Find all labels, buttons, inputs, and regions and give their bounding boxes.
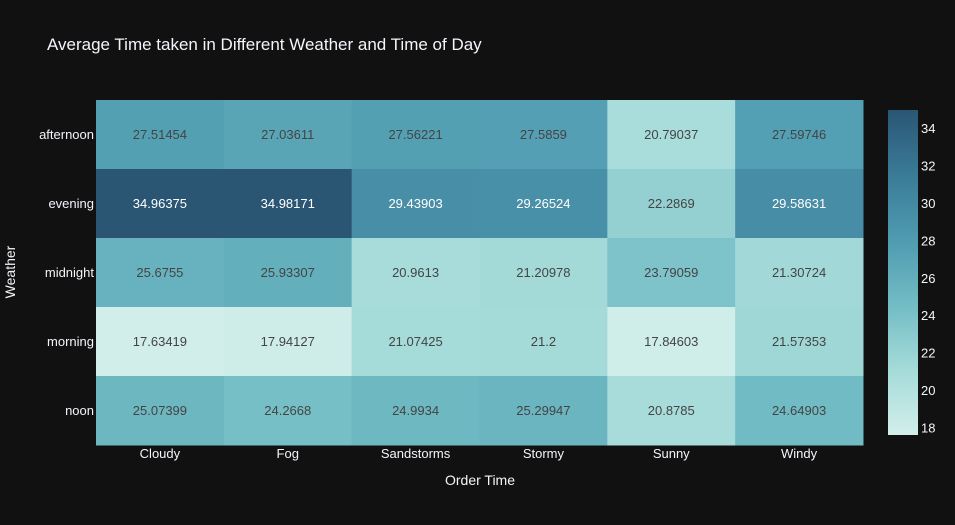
x-tick-label: Sandstorms [381,446,451,461]
cell-value-label: 27.56221 [388,127,442,142]
cell-value-label: 27.59746 [772,127,826,142]
heatmap-cell [479,376,608,446]
heatmap-cell [96,376,225,446]
cell-value-label: 27.03611 [261,127,314,142]
heatmap-cell [735,238,864,308]
heatmap-cell [735,376,864,446]
x-tick-label: Windy [781,446,818,461]
heatmap-cell [96,100,225,170]
cell-value-label: 20.79037 [644,127,698,142]
heatmap-cells: 27.51454 27.03611 27.56221 27.5859 20.79037 2… [96,100,864,446]
cell-value-label: 21.30724 [772,265,826,280]
heatmap-cell [607,169,736,239]
x-tick-label: Cloudy [140,446,181,461]
cell-value-label: 17.63419 [133,334,187,349]
colorbar-ticks: 18 20 22 24 26 28 30 32 34 [921,121,935,436]
cell-value-label: 25.93307 [261,265,315,280]
heatmap-cell [735,169,864,239]
heatmap-cell [223,376,353,446]
colorbar-tick-label: 18 [921,421,935,436]
heatmap-cell [96,169,225,239]
cell-value-label: 17.84603 [644,334,698,349]
cell-value-label: 24.9934 [392,403,439,418]
cell-value-label: 34.98171 [261,196,315,211]
cell-value-label: 21.07425 [388,334,442,349]
cell-value-label: 29.26524 [516,196,570,211]
cell-value-label: 20.9613 [392,265,439,280]
heatmap-cell [223,307,353,377]
cell-value-label: 22.2869 [648,196,695,211]
cell-value-label: 24.2668 [264,403,311,418]
cell-value-label: 24.64903 [772,403,826,418]
heatmap-cell [351,169,480,239]
colorbar-tick-label: 26 [921,271,935,286]
x-axis-label: Order Time [445,472,515,488]
x-tick-labels: Cloudy Fog Sandstorms Stormy Sunny Windy [140,446,818,461]
y-tick-label: morning [47,334,94,349]
heatmap-cell [351,376,480,446]
colorbar-tick-label: 22 [921,346,935,361]
heatmap-cell [479,307,608,377]
y-tick-label: afternoon [39,127,94,142]
cell-value-label: 25.29947 [516,403,570,418]
heatmap-cell [351,100,480,170]
heatmap-cell [607,307,736,377]
colorbar [888,110,918,435]
heatmap-cell [735,100,864,170]
cell-value-label: 27.5859 [520,127,567,142]
cell-value-label: 17.94127 [261,334,315,349]
heatmap-cell [96,238,225,308]
cell-value-label: 21.2 [531,334,556,349]
heatmap-cell [351,307,480,377]
colorbar-tick-label: 20 [921,383,935,398]
x-tick-label: Sunny [653,446,690,461]
heatmap-cell [223,238,353,308]
heatmap-cell [479,100,608,170]
cell-value-label: 29.58631 [772,196,826,211]
colorbar-tick-label: 30 [921,196,935,211]
heatmap-cell [607,376,736,446]
heatmap-cell [351,238,480,308]
heatmap-cell [735,307,864,377]
y-tick-label: midnight [45,265,95,280]
cell-value-label: 21.57353 [772,334,826,349]
cell-value-label: 23.79059 [644,265,698,280]
y-tick-label: evening [48,196,94,211]
cell-value-label: 29.43903 [388,196,442,211]
y-tick-labels: afternoon evening midnight morning noon [39,127,94,418]
colorbar-tick-label: 34 [921,121,935,136]
y-axis-label: Weather [2,245,18,298]
heatmap-cell [223,169,353,239]
heatmap-cell [96,307,225,377]
chart-title: Average Time taken in Different Weather … [47,35,482,54]
colorbar-tick-label: 24 [921,308,935,323]
colorbar-tick-label: 32 [921,158,935,173]
heatmap-cell [479,238,608,308]
heatmap-cell [479,169,608,239]
colorbar-tick-label: 28 [921,233,935,248]
cell-value-label: 27.51454 [133,127,187,142]
cell-value-label: 34.96375 [133,196,187,211]
cell-value-label: 20.8785 [648,403,695,418]
cell-value-label: 21.20978 [516,265,570,280]
y-tick-label: noon [65,403,94,418]
x-tick-label: Fog [277,446,299,461]
cell-value-label: 25.07399 [133,403,187,418]
heatmap-cell [223,100,353,170]
cell-value-label: 25.6755 [136,265,183,280]
heatmap-cell [607,100,736,170]
heatmap-cell [607,238,736,308]
x-tick-label: Stormy [523,446,565,461]
